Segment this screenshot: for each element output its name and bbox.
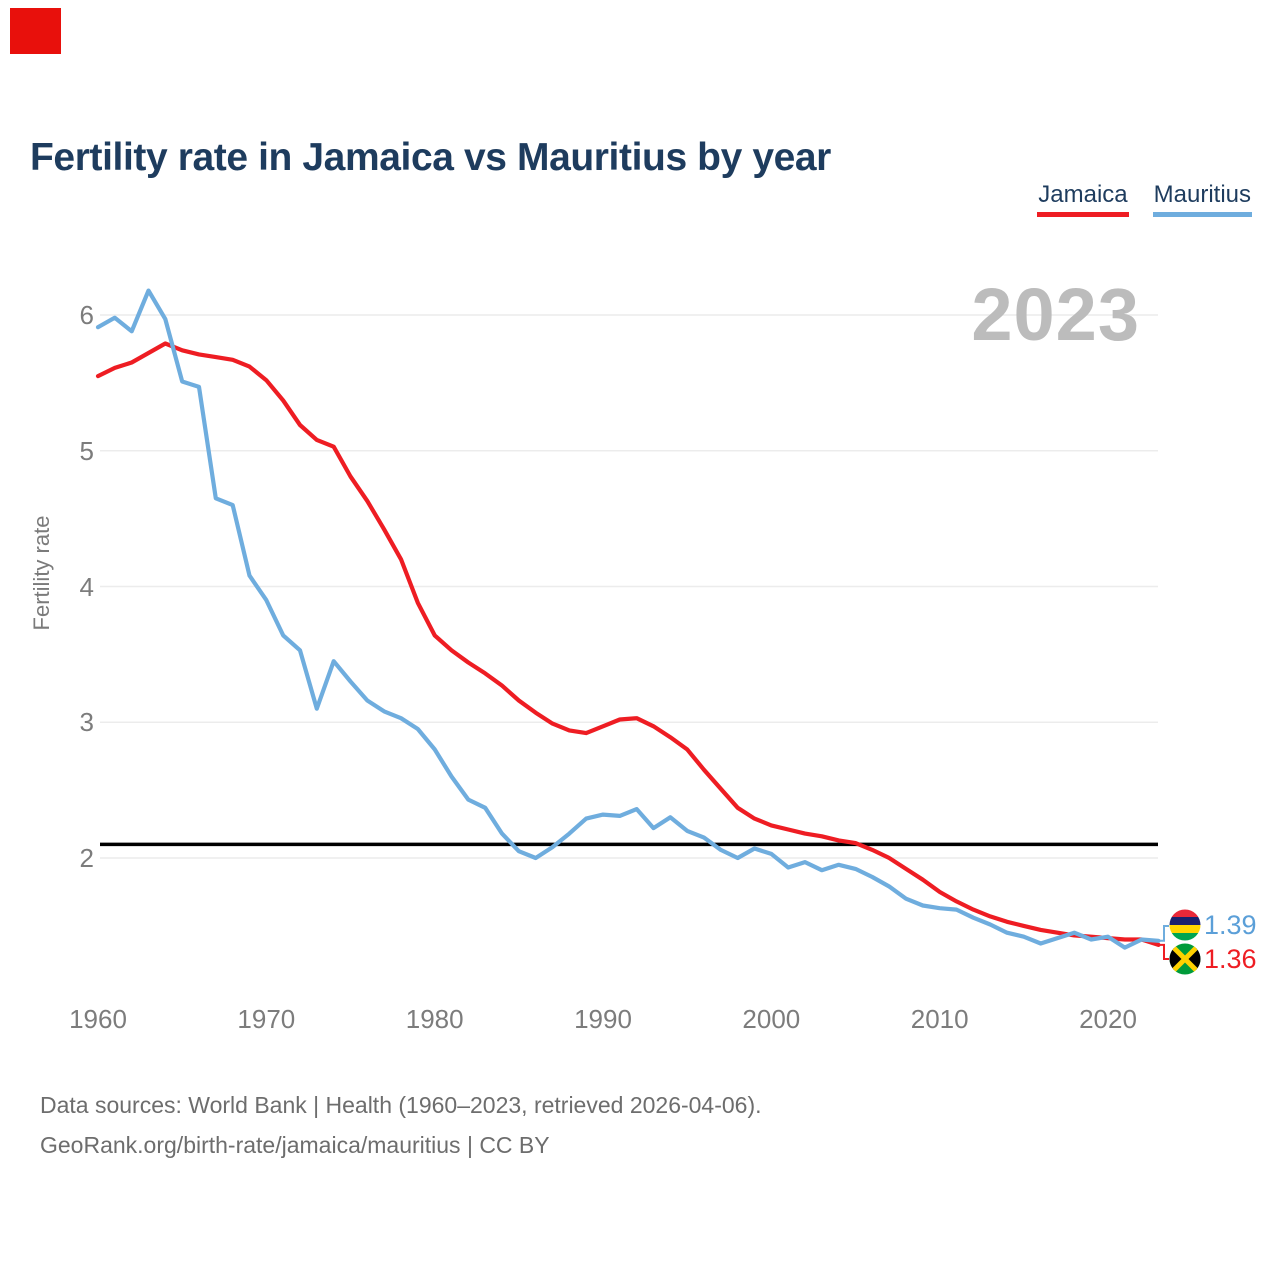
end-value-jamaica: 1.36 (1204, 944, 1257, 974)
chart-legend: Jamaica Mauritius (1037, 182, 1252, 217)
legend-label-mauritius: Mauritius (1152, 182, 1252, 217)
jamaica-flag-icon (1169, 943, 1201, 975)
x-tick-label-1990: 1990 (574, 1004, 632, 1034)
x-tick-label-2020: 2020 (1079, 1004, 1137, 1034)
legend-item-jamaica[interactable]: Jamaica (1037, 182, 1129, 217)
mauritius-label-connector (1158, 925, 1169, 942)
mauritius-flag-icon (1169, 909, 1201, 941)
y-tick-label-5: 5 (79, 435, 94, 466)
red-indicator-box (10, 8, 61, 54)
y-tick-label-4: 4 (79, 571, 94, 602)
y-tick-label-6: 6 (79, 300, 94, 330)
y-tick-label-2: 2 (79, 843, 94, 873)
attribution-line: GeoRank.org/birth-rate/jamaica/mauritius… (40, 1132, 550, 1158)
data-source-line: Data sources: World Bank | Health (1960–… (40, 1092, 762, 1118)
legend-label-jamaica: Jamaica (1037, 182, 1129, 217)
jamaica-series-line (95, 341, 1161, 948)
y-tick-label-3: 3 (79, 707, 94, 738)
mauritius-series-line (95, 288, 1161, 950)
legend-item-mauritius[interactable]: Mauritius (1152, 182, 1252, 217)
x-tick-label-1960: 1960 (69, 1004, 127, 1034)
page-title: Fertility rate in Jamaica vs Mauritius b… (30, 136, 831, 180)
chart-footer: Data sources: World Bank | Health (1960–… (40, 1085, 762, 1165)
x-tick-label-1980: 1980 (405, 1004, 464, 1034)
watermark-year: 2023 (971, 273, 1140, 356)
end-value-mauritius: 1.39 (1204, 910, 1257, 940)
x-tick-label-2010: 2010 (910, 1004, 969, 1034)
x-tick-label-1970: 1970 (237, 1004, 296, 1034)
x-tick-label-2000: 2000 (742, 1004, 801, 1034)
jamaica-label-connector (1158, 943, 1169, 960)
